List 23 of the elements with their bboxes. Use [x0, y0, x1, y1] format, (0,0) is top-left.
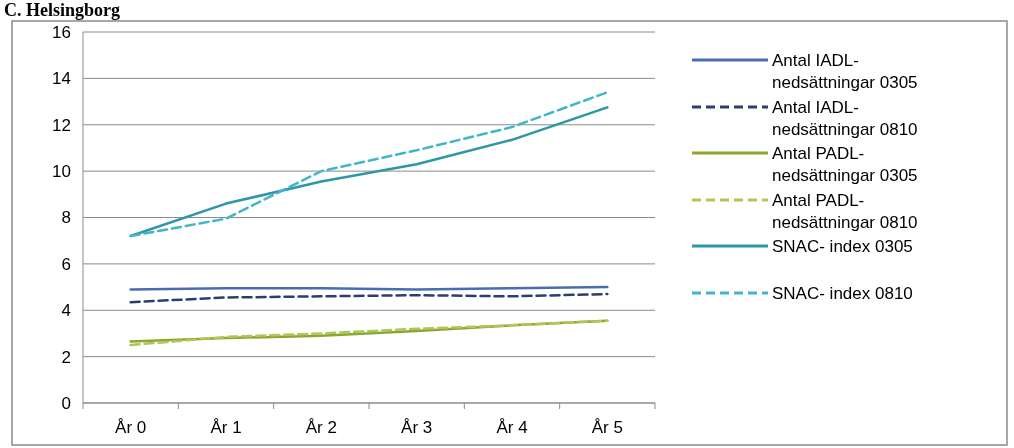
line-series	[129, 292, 609, 304]
legend-label: SNAC- index 0810	[772, 283, 913, 303]
y-tick-label: 10	[52, 162, 71, 182]
y-tick-label: 2	[61, 347, 71, 367]
legend-label: Antal IADL-nedsättningar 0810	[772, 97, 918, 140]
legend-label: Antal PADL-nedsättningar 0305	[772, 143, 918, 186]
y-tick-label: 8	[61, 208, 71, 228]
y-tick-label: 14	[52, 69, 71, 89]
legend-label: SNAC- index 0305	[772, 236, 913, 256]
x-tick-label: År 3	[401, 418, 433, 437]
legend-label: Antal IADL-nedsättningar 0305	[772, 50, 918, 93]
legend-label: Antal PADL-nedsättningar 0810	[772, 190, 918, 233]
x-tick-label: År 2	[305, 418, 337, 437]
x-tick-label: År 4	[496, 418, 528, 437]
y-tick-label: 4	[61, 301, 71, 321]
x-tick-label: År 0	[115, 418, 147, 437]
x-tick-label: År 1	[210, 418, 242, 437]
y-tick-label: 12	[52, 115, 71, 135]
y-tick-label: 0	[61, 393, 71, 413]
y-tick-label: 16	[52, 22, 71, 42]
y-tick-label: 6	[61, 254, 71, 274]
x-tick-label: År 5	[591, 418, 623, 437]
chart-title: C. Helsingborg	[4, 0, 121, 20]
